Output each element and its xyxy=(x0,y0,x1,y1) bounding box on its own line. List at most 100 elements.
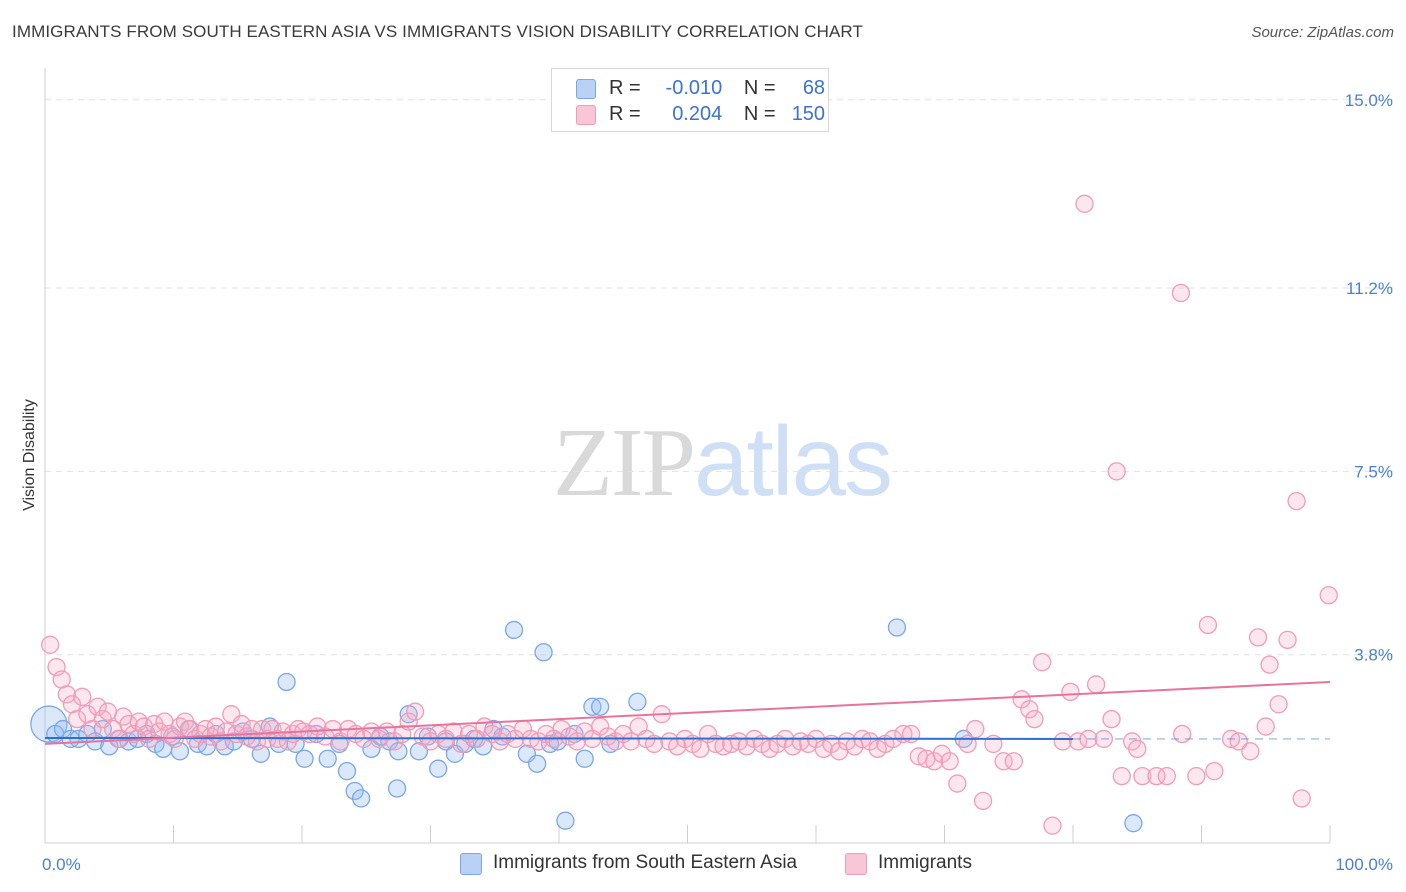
legend-r-label: R = xyxy=(609,77,641,99)
point-immigrants xyxy=(1147,766,1166,786)
point-immigrants xyxy=(1241,742,1260,761)
point-immigrants xyxy=(1205,762,1224,781)
point-immigrants xyxy=(1012,690,1031,709)
point-immigrants xyxy=(1287,491,1306,511)
point-immigrants xyxy=(1086,675,1106,694)
point-immigrants xyxy=(1112,766,1131,786)
trend-line-blue xyxy=(44,736,1074,740)
point-immigrants xyxy=(1269,695,1288,714)
point-immigrants xyxy=(567,732,587,751)
point-immigrants xyxy=(57,685,76,704)
point-immigrants xyxy=(421,732,440,751)
point-immigrants xyxy=(40,635,60,654)
bottom-legend-label: Immigrants from South Eastern Asia xyxy=(493,852,798,873)
axes xyxy=(44,68,1331,844)
bottom-legend-swatch-pink xyxy=(845,853,867,875)
point-immigrants xyxy=(1248,628,1268,647)
point-immigrants xyxy=(1107,462,1126,481)
point-south-eastern-asia xyxy=(277,672,296,692)
watermark: ZIPatlas xyxy=(553,405,893,519)
point-immigrants xyxy=(948,774,967,793)
point-immigrants xyxy=(1292,789,1311,808)
legend-n-value: 150 xyxy=(791,103,826,125)
point-immigrants xyxy=(1133,766,1152,786)
point-south-eastern-asia xyxy=(528,754,547,773)
point-immigrants xyxy=(1025,709,1044,729)
point-south-eastern-asia xyxy=(628,692,647,711)
point-immigrants xyxy=(1198,615,1218,635)
point-immigrants xyxy=(73,687,92,706)
point-south-eastern-asia xyxy=(337,762,357,781)
tick-labels: 3.8% 7.5% 11.2% 15.0% 0.0% 100.0% xyxy=(42,91,1393,874)
x-tick-label: 0.0% xyxy=(42,855,81,874)
point-immigrants xyxy=(901,724,921,744)
source-label: Source: ZipAtlas.com xyxy=(1251,24,1394,41)
point-immigrants xyxy=(1260,655,1279,674)
point-south-eastern-asia xyxy=(556,811,575,830)
bottom-legend-label: Immigrants xyxy=(878,852,972,873)
point-immigrants xyxy=(129,712,148,731)
point-immigrants xyxy=(1171,283,1191,303)
point-immigrants xyxy=(940,752,959,771)
point-immigrants xyxy=(606,732,625,751)
point-immigrants xyxy=(644,734,664,754)
legend-n-label: N = xyxy=(743,103,776,125)
point-south-eastern-asia xyxy=(409,742,429,761)
trend-lines xyxy=(44,680,1331,745)
gridlines xyxy=(45,99,1393,656)
point-immigrants xyxy=(98,702,118,721)
point-immigrants xyxy=(1102,709,1121,729)
point-immigrants xyxy=(1229,732,1248,751)
legend-r-label: R = xyxy=(609,103,641,125)
y-tick-label: 3.8% xyxy=(1354,646,1393,665)
point-south-eastern-asia xyxy=(351,789,371,808)
point-south-eastern-asia xyxy=(318,749,337,768)
legend-r-value: -0.010 xyxy=(665,77,723,99)
point-immigrants xyxy=(973,791,993,811)
point-immigrants xyxy=(1004,752,1024,771)
point-immigrants xyxy=(925,752,944,771)
point-immigrants xyxy=(1128,739,1147,759)
correlation-legend: R = -0.010 N = 68 R = 0.204 N = 150 xyxy=(551,68,829,132)
y-axis-title: Vision Disability xyxy=(21,399,38,511)
watermark-atlas: atlas xyxy=(694,406,893,516)
trend-line-pink xyxy=(44,680,1331,745)
point-immigrants xyxy=(529,732,548,751)
point-immigrants xyxy=(1061,682,1080,702)
point-south-eastern-asia xyxy=(583,697,602,716)
point-immigrants xyxy=(405,702,425,721)
point-immigrants xyxy=(1256,717,1275,736)
legend-r-value: 0.204 xyxy=(672,103,723,125)
point-south-eastern-asia xyxy=(295,749,314,768)
point-immigrants xyxy=(1157,766,1176,786)
point-south-eastern-asia xyxy=(456,734,475,754)
chart-title: IMMIGRANTS FROM SOUTH EASTERN ASIA VS IM… xyxy=(12,22,863,41)
point-south-eastern-asia xyxy=(429,759,448,778)
legend-swatch-blue xyxy=(576,79,596,99)
legend-swatch-pink xyxy=(576,105,596,125)
point-south-eastern-asia xyxy=(389,742,408,761)
y-tick-label: 11.2% xyxy=(1346,279,1393,298)
legend-n-label: N = xyxy=(743,77,776,99)
y-tick-label: 15.0% xyxy=(1345,91,1393,110)
point-south-eastern-asia xyxy=(504,620,524,640)
point-immigrants xyxy=(1319,586,1338,605)
point-immigrants xyxy=(932,744,952,763)
bottom-legend-swatch-blue xyxy=(460,853,482,875)
point-immigrants xyxy=(1053,732,1072,751)
point-immigrants xyxy=(490,732,510,751)
point-immigrants xyxy=(994,752,1013,771)
point-south-eastern-asia xyxy=(387,779,407,798)
legend-n-value: 68 xyxy=(802,77,826,99)
point-south-eastern-asia xyxy=(534,643,553,662)
point-immigrants xyxy=(1020,700,1039,719)
point-south-eastern-asia xyxy=(345,781,364,801)
point-south-eastern-asia xyxy=(590,697,610,716)
point-immigrants xyxy=(67,709,87,729)
y-tick-label: 7.5% xyxy=(1354,462,1393,481)
point-immigrants xyxy=(1043,816,1062,835)
watermark-zip: ZIP xyxy=(553,409,696,517)
x-tick-label: 100.0% xyxy=(1335,855,1393,874)
point-immigrants xyxy=(1075,194,1094,213)
point-immigrants xyxy=(966,719,985,739)
